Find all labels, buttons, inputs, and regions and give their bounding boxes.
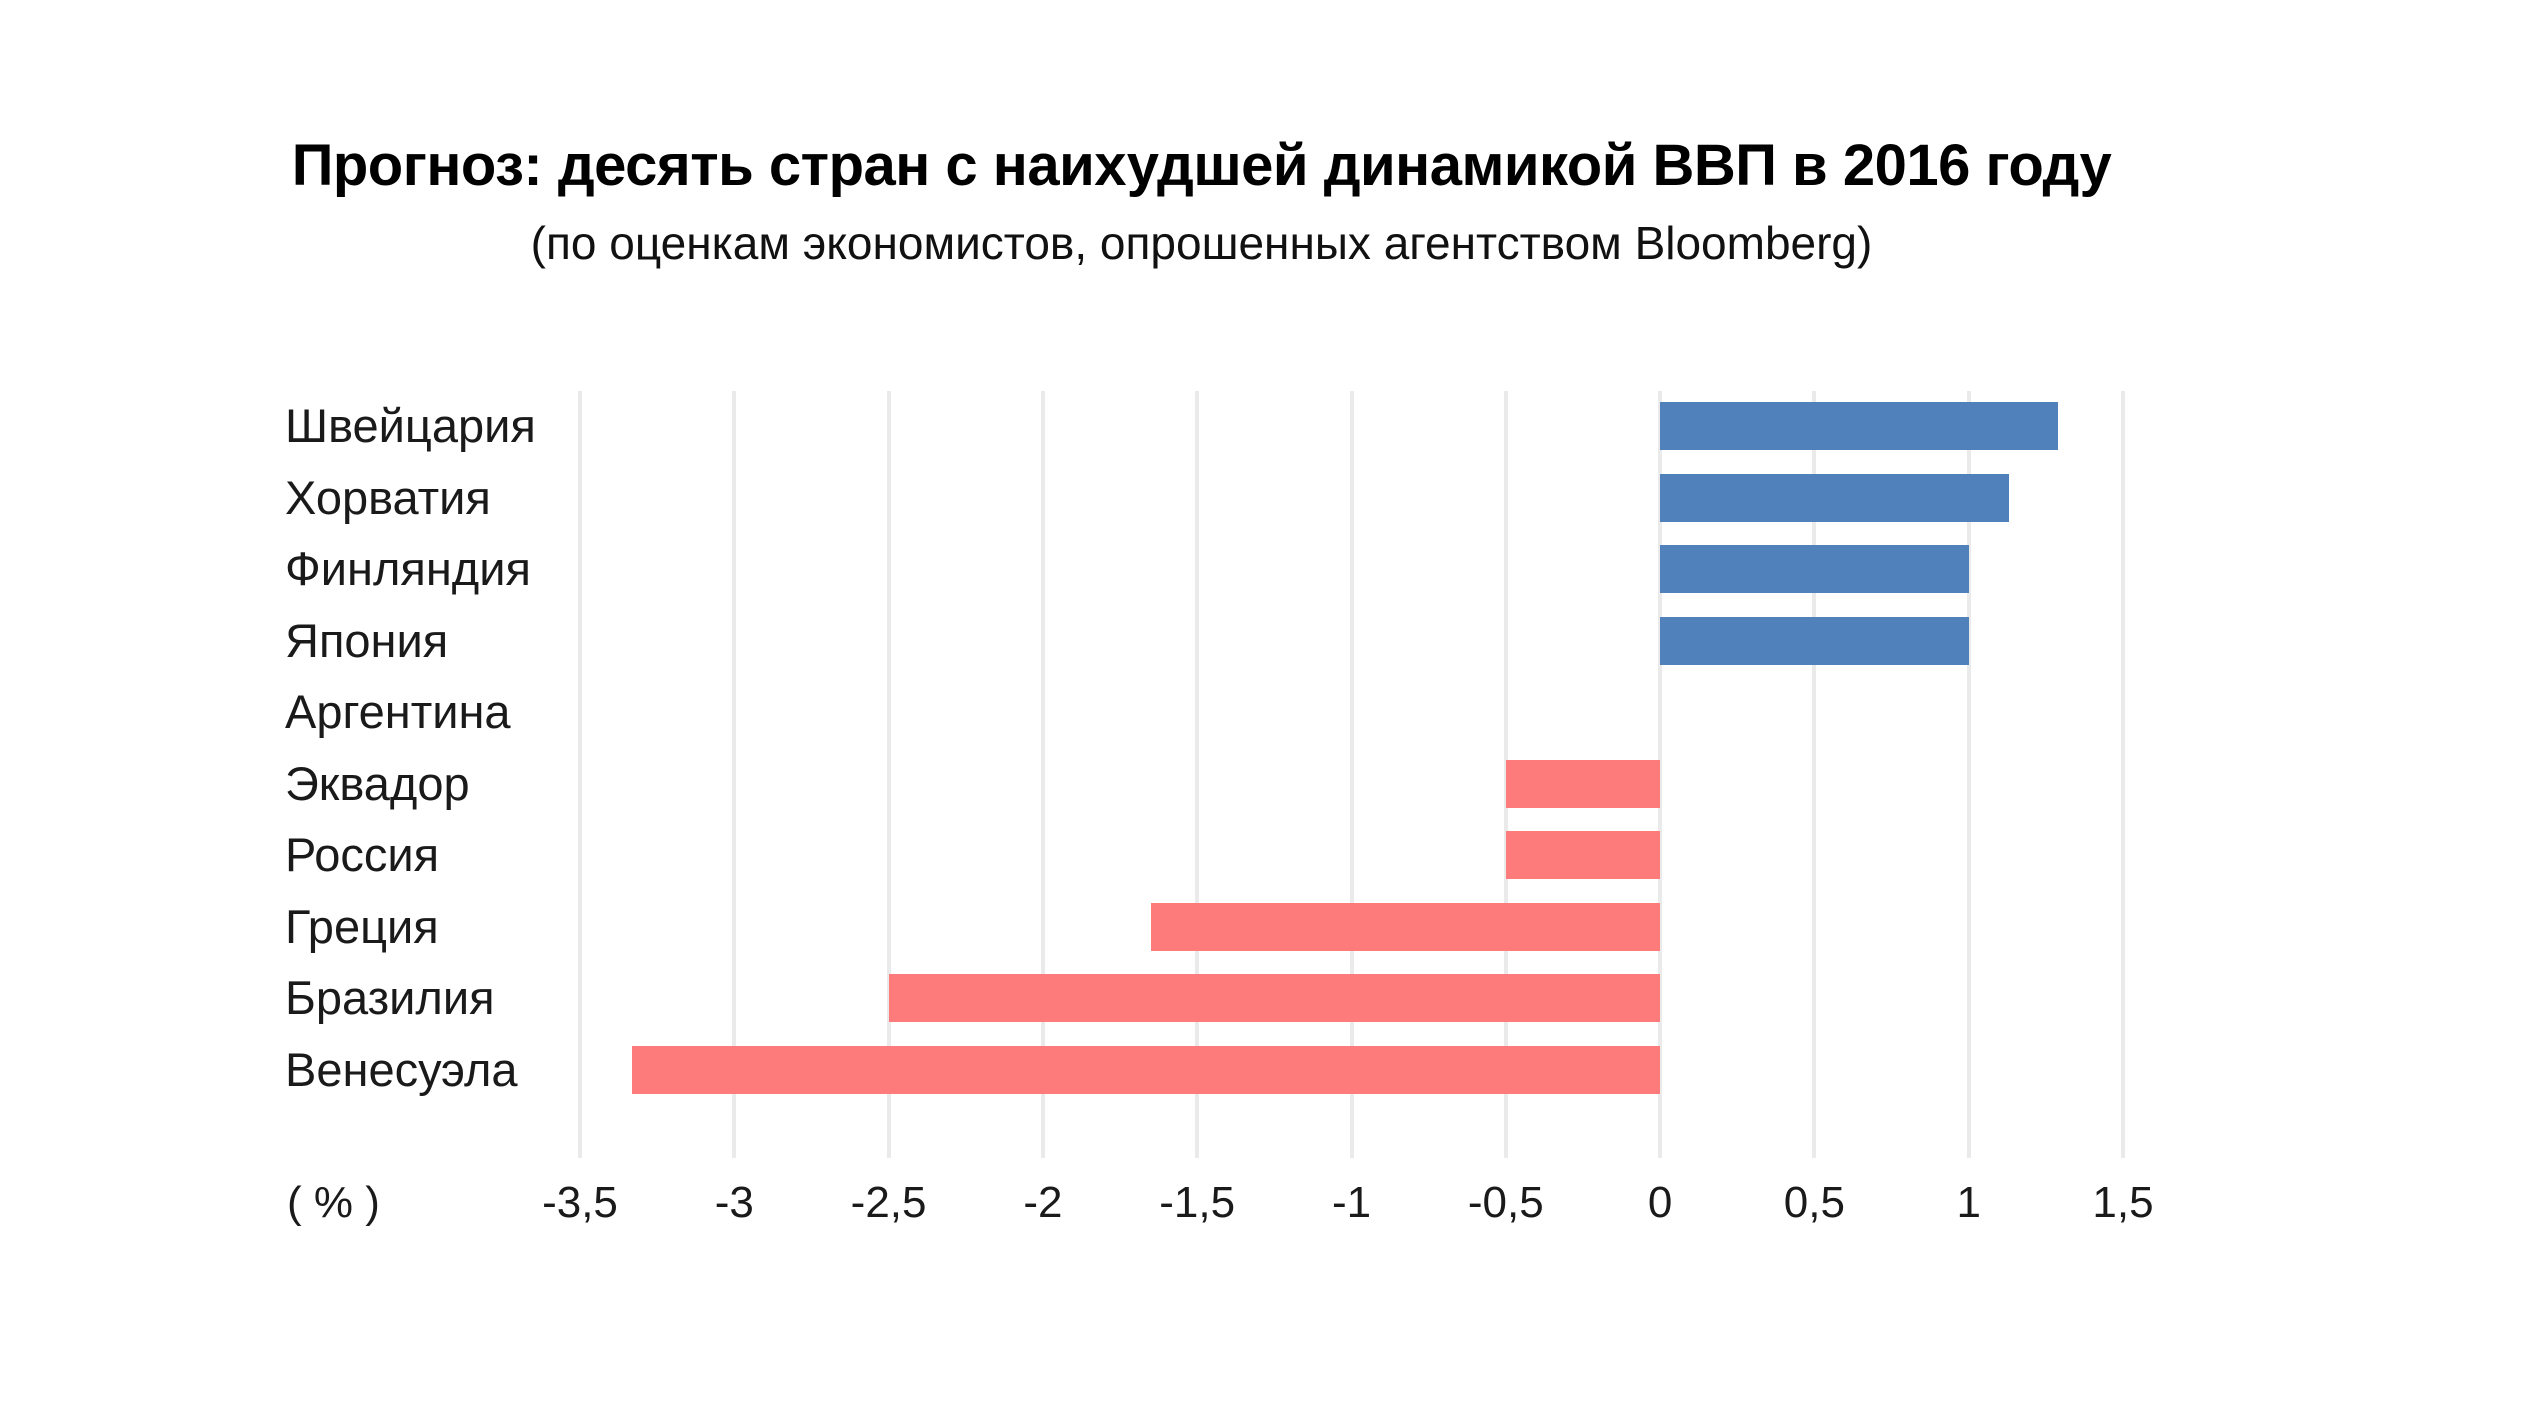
x-tick-label: 0: [1647, 1178, 1673, 1227]
bar-negative: [1150, 902, 1661, 951]
category-label: Эквадор: [285, 756, 470, 810]
gridline: [1658, 391, 1663, 1158]
x-tick-label: 1: [1956, 1178, 1981, 1227]
x-tick-label: -3: [714, 1178, 754, 1227]
axis-unit-label: ( % ): [287, 1178, 380, 1227]
category-label: Япония: [285, 613, 449, 667]
x-tick-label: 1,5: [2092, 1178, 2154, 1227]
category-label: Бразилия: [285, 971, 495, 1024]
bar-negative: [888, 974, 1661, 1022]
gridline: [1195, 391, 1200, 1158]
x-tick-label: 0,5: [1783, 1178, 1845, 1227]
gridline: [732, 391, 737, 1158]
gridline: [2121, 391, 2125, 1158]
bar-positive: [1660, 616, 1969, 665]
x-tick-label: -0,5: [1467, 1178, 1544, 1227]
chart-title: Прогноз: десять стран с наихудшей динами…: [291, 133, 2112, 198]
gridline: [1040, 391, 1045, 1158]
x-tick-label: -2: [1023, 1178, 1063, 1227]
gridline: [1349, 391, 1354, 1158]
x-tick-label: -1,5: [1159, 1178, 1236, 1227]
bar-positive: [1660, 473, 2009, 522]
gridline: [578, 391, 582, 1158]
gridline: [1812, 391, 1817, 1158]
bar-negative: [1505, 831, 1661, 879]
category-label: Греция: [285, 899, 439, 953]
bar-negative: [632, 1045, 1661, 1094]
category-label: Финляндия: [285, 542, 531, 595]
category-label: Аргентина: [285, 685, 511, 738]
x-tick-label: -3,5: [542, 1178, 618, 1227]
bar-positive: [1660, 545, 1969, 593]
category-label: Хорватия: [285, 470, 491, 524]
bar-positive: [1660, 402, 2059, 450]
x-tick-label: -1: [1331, 1178, 1372, 1227]
chart-subtitle: (по оценкам экономистов, опрошенных аген…: [530, 217, 1873, 269]
category-label: Венесуэла: [285, 1042, 518, 1096]
bar-negative: [1505, 759, 1661, 808]
gridline: [1966, 391, 1971, 1158]
category-label: Россия: [285, 828, 440, 881]
gridline: [886, 391, 891, 1158]
category-label: Швейцария: [285, 399, 536, 452]
x-tick-label: -2,5: [850, 1178, 927, 1227]
